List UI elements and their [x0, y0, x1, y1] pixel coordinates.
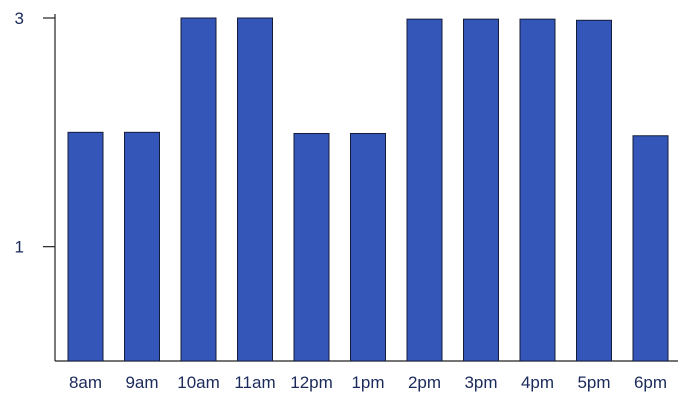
bar-2pm: [406, 18, 443, 362]
bars: [67, 17, 669, 362]
x-tick-label-6pm: 6pm: [634, 373, 667, 392]
bar-10am: [180, 17, 217, 362]
x-tick-label-1pm: 1pm: [351, 373, 384, 392]
x-tick-label-4pm: 4pm: [521, 373, 554, 392]
bar-12pm: [293, 132, 330, 362]
y-tick-label: 1: [15, 238, 24, 257]
bar-5pm: [576, 19, 612, 362]
x-tick-label-10am: 10am: [177, 373, 220, 392]
bar-11am: [237, 17, 273, 362]
x-tick-label-11am: 11am: [234, 373, 275, 392]
x-tick-label-8am: 8am: [69, 373, 102, 392]
x-tick-label-5pm: 5pm: [577, 373, 610, 392]
bar-4pm: [519, 18, 556, 362]
x-tick-label-3pm: 3pm: [464, 373, 497, 392]
y-ticks: 13: [15, 9, 55, 257]
x-tick-labels: 8am 9am 10am 11am 12pm 1pm 2pm 3pm 4pm 5pm 6pm: [69, 373, 667, 392]
bar-3pm: [463, 18, 499, 362]
x-tick-label-12pm: 12pm: [290, 373, 333, 392]
y-tick-label: 3: [15, 9, 24, 28]
x-tick-label-9am: 9am: [125, 373, 158, 392]
x-tick-label-2pm: 2pm: [408, 373, 441, 392]
bar-9am: [124, 131, 160, 362]
bar-1pm: [350, 132, 386, 362]
bar-6pm: [632, 135, 669, 362]
bar-8am: [67, 131, 104, 362]
